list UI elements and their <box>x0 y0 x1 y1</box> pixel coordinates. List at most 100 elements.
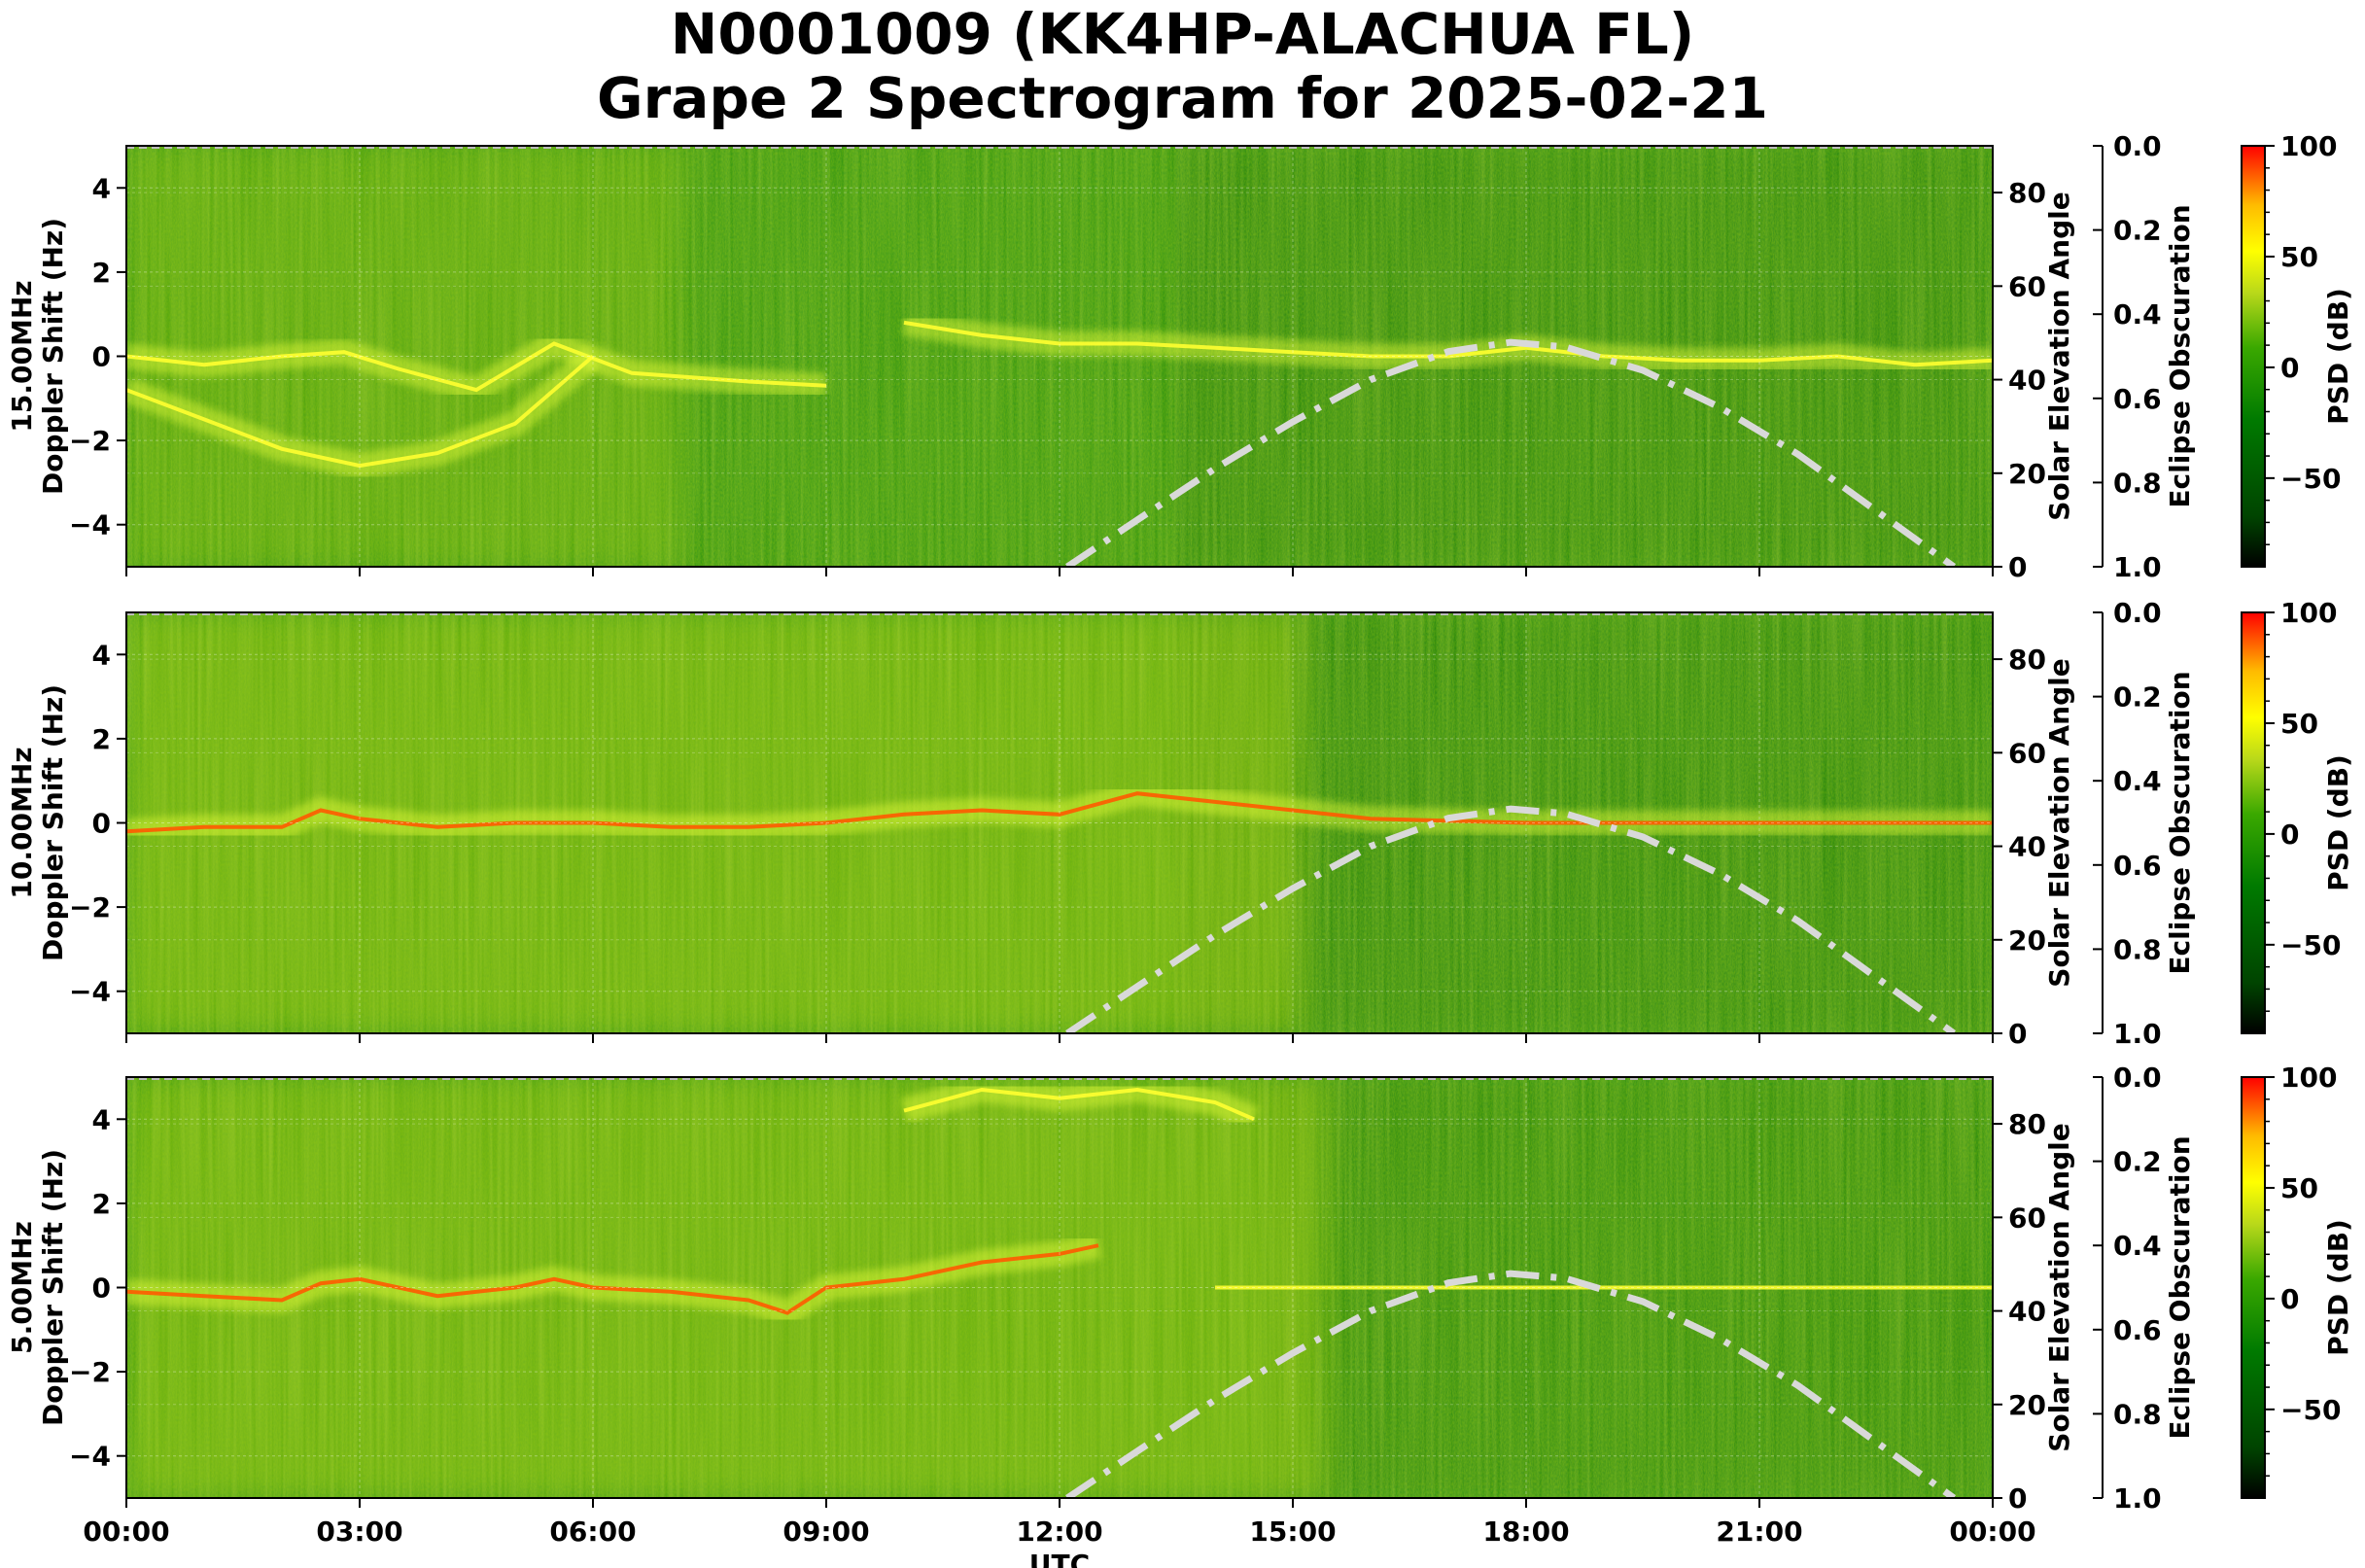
elevation-tick-label: 0 <box>2008 1018 2027 1050</box>
colorbar-label: PSD (dB) <box>2322 754 2354 891</box>
y-axis-label: Doppler Shift (Hz) <box>37 1149 69 1426</box>
solar-elevation-curve <box>1065 1270 1957 1498</box>
doppler-trace <box>903 1087 1255 1122</box>
eclipse-tick-label: 0.4 <box>2113 765 2162 797</box>
colorbar-tick-label: −50 <box>2280 463 2341 495</box>
y-tick-label: 4 <box>92 172 111 204</box>
y-tick-label: −2 <box>69 891 111 923</box>
colorbar-tick-label: 50 <box>2280 708 2318 740</box>
solar-elevation-curve <box>1065 805 1957 1033</box>
y-tick-label: 2 <box>92 723 111 755</box>
colorbar-label: PSD (dB) <box>2322 1219 2354 1356</box>
colorbar-tick-label: 0 <box>2280 819 2299 851</box>
eclipse-tick-label: 0.2 <box>2113 681 2162 714</box>
spectrogram-area <box>126 612 1993 1033</box>
panel-10-00mhz: −4 −2 0 2 4 10.00MHz Doppler Shift (Hz) 0 20 40 60… <box>6 597 2354 1050</box>
doppler-trace <box>126 341 827 393</box>
x-tick-label: 03:00 <box>316 1516 402 1548</box>
y-tick-label: 2 <box>92 1188 111 1220</box>
y-tick-label: 0 <box>92 808 111 840</box>
spectrogram-area <box>126 146 1993 567</box>
colorbar <box>2241 611 2266 1034</box>
elevation-tick-label: 60 <box>2008 1202 2046 1234</box>
x-tick-label: 06:00 <box>549 1516 636 1548</box>
elevation-tick-label: 0 <box>2008 1482 2027 1515</box>
y-tick-label: −4 <box>69 1441 111 1473</box>
panel-5-00mhz: −4 −2 0 2 4 5.00MHz Doppler Shift (Hz) 0 20 40 60 8… <box>6 1062 2354 1568</box>
panel-frequency-label: 10.00MHz <box>6 747 38 898</box>
eclipse-axis-label: Eclipse Obscuration <box>2164 1135 2196 1439</box>
colorbar-tick-label: −50 <box>2280 1394 2341 1426</box>
y-tick-label: −4 <box>69 976 111 1008</box>
colorbar <box>2241 145 2266 568</box>
y-tick-label: −2 <box>69 1356 111 1388</box>
panel-frequency-label: 5.00MHz <box>6 1221 38 1354</box>
panel-15-00mhz: −4 −2 0 2 4 15.00MHz Doppler Shift (Hz) 0 20 40 60… <box>6 130 2354 583</box>
x-tick-label: 18:00 <box>1482 1516 1569 1548</box>
eclipse-tick-label: 1.0 <box>2113 1482 2162 1515</box>
eclipse-tick-label: 0.0 <box>2113 130 2162 162</box>
y-tick-label: 0 <box>92 1272 111 1305</box>
elevation-tick-label: 0 <box>2008 551 2027 583</box>
x-tick-label: 21:00 <box>1716 1516 1802 1548</box>
elevation-tick-label: 60 <box>2008 737 2046 769</box>
elevation-axis-label: Solar Elevation Angle <box>2043 192 2075 520</box>
figure-title-line-1: N0001009 (KK4HP-ALACHUA FL) <box>670 1 1695 67</box>
y-tick-label: 4 <box>92 639 111 671</box>
y-axis-label: Doppler Shift (Hz) <box>37 684 69 961</box>
colorbar-tick-label: 0 <box>2280 352 2299 384</box>
colorbar-tick-label: 100 <box>2280 1062 2337 1094</box>
eclipse-tick-label: 0.0 <box>2113 1062 2162 1094</box>
elevation-tick-label: 20 <box>2008 1389 2046 1421</box>
eclipse-axis-label: Eclipse Obscuration <box>2164 671 2196 974</box>
y-tick-label: 2 <box>92 257 111 289</box>
eclipse-tick-label: 0.8 <box>2113 933 2162 965</box>
eclipse-tick-label: 0.6 <box>2113 1314 2162 1346</box>
y-tick-label: −2 <box>69 425 111 457</box>
solar-elevation-curve <box>1065 338 1957 567</box>
eclipse-axis-label: Eclipse Obscuration <box>2164 204 2196 507</box>
colorbar-tick-label: 50 <box>2280 1172 2318 1204</box>
eclipse-tick-label: 0.2 <box>2113 1146 2162 1178</box>
eclipse-tick-label: 0.2 <box>2113 215 2162 247</box>
colorbar-tick-label: 100 <box>2280 597 2337 629</box>
eclipse-tick-label: 0.4 <box>2113 1230 2162 1262</box>
x-tick-label: 00:00 <box>83 1516 169 1548</box>
elevation-tick-label: 40 <box>2008 1296 2046 1328</box>
y-tick-label: 0 <box>92 341 111 373</box>
elevation-tick-label: 60 <box>2008 270 2046 302</box>
doppler-trace <box>126 354 595 469</box>
eclipse-tick-label: 0.6 <box>2113 850 2162 882</box>
elevation-tick-label: 20 <box>2008 924 2046 957</box>
eclipse-tick-label: 1.0 <box>2113 551 2162 583</box>
x-tick-label: 12:00 <box>1016 1516 1102 1548</box>
spectrogram-area <box>126 1077 1993 1498</box>
elevation-tick-label: 20 <box>2008 458 2046 490</box>
colorbar-label: PSD (dB) <box>2322 288 2354 425</box>
x-tick-label: 00:00 <box>1949 1516 2035 1548</box>
colorbar <box>2241 1076 2266 1499</box>
doppler-trace <box>903 320 1993 367</box>
elevation-axis-label: Solar Elevation Angle <box>2043 1123 2075 1451</box>
doppler-trace <box>126 1243 1099 1315</box>
elevation-axis-label: Solar Elevation Angle <box>2043 658 2075 987</box>
colorbar-tick-label: −50 <box>2280 929 2341 961</box>
elevation-tick-label: 40 <box>2008 365 2046 397</box>
eclipse-tick-label: 0.4 <box>2113 298 2162 331</box>
y-axis-label: Doppler Shift (Hz) <box>37 218 69 495</box>
y-tick-label: −4 <box>69 509 111 541</box>
colorbar-tick-label: 0 <box>2280 1283 2299 1315</box>
elevation-tick-label: 80 <box>2008 177 2046 209</box>
elevation-tick-label: 80 <box>2008 1108 2046 1140</box>
panel-frequency-label: 15.00MHz <box>6 280 38 432</box>
y-tick-label: 4 <box>92 1103 111 1135</box>
figure-title-line-2: Grape 2 Spectrogram for 2025-02-21 <box>597 65 1768 131</box>
eclipse-tick-label: 0.8 <box>2113 467 2162 499</box>
eclipse-tick-label: 1.0 <box>2113 1018 2162 1050</box>
x-axis-label: UTC <box>1029 1549 1090 1568</box>
eclipse-tick-label: 0.6 <box>2113 383 2162 415</box>
x-tick-label: 09:00 <box>783 1516 869 1548</box>
eclipse-tick-label: 0.8 <box>2113 1398 2162 1430</box>
elevation-tick-label: 40 <box>2008 831 2046 863</box>
